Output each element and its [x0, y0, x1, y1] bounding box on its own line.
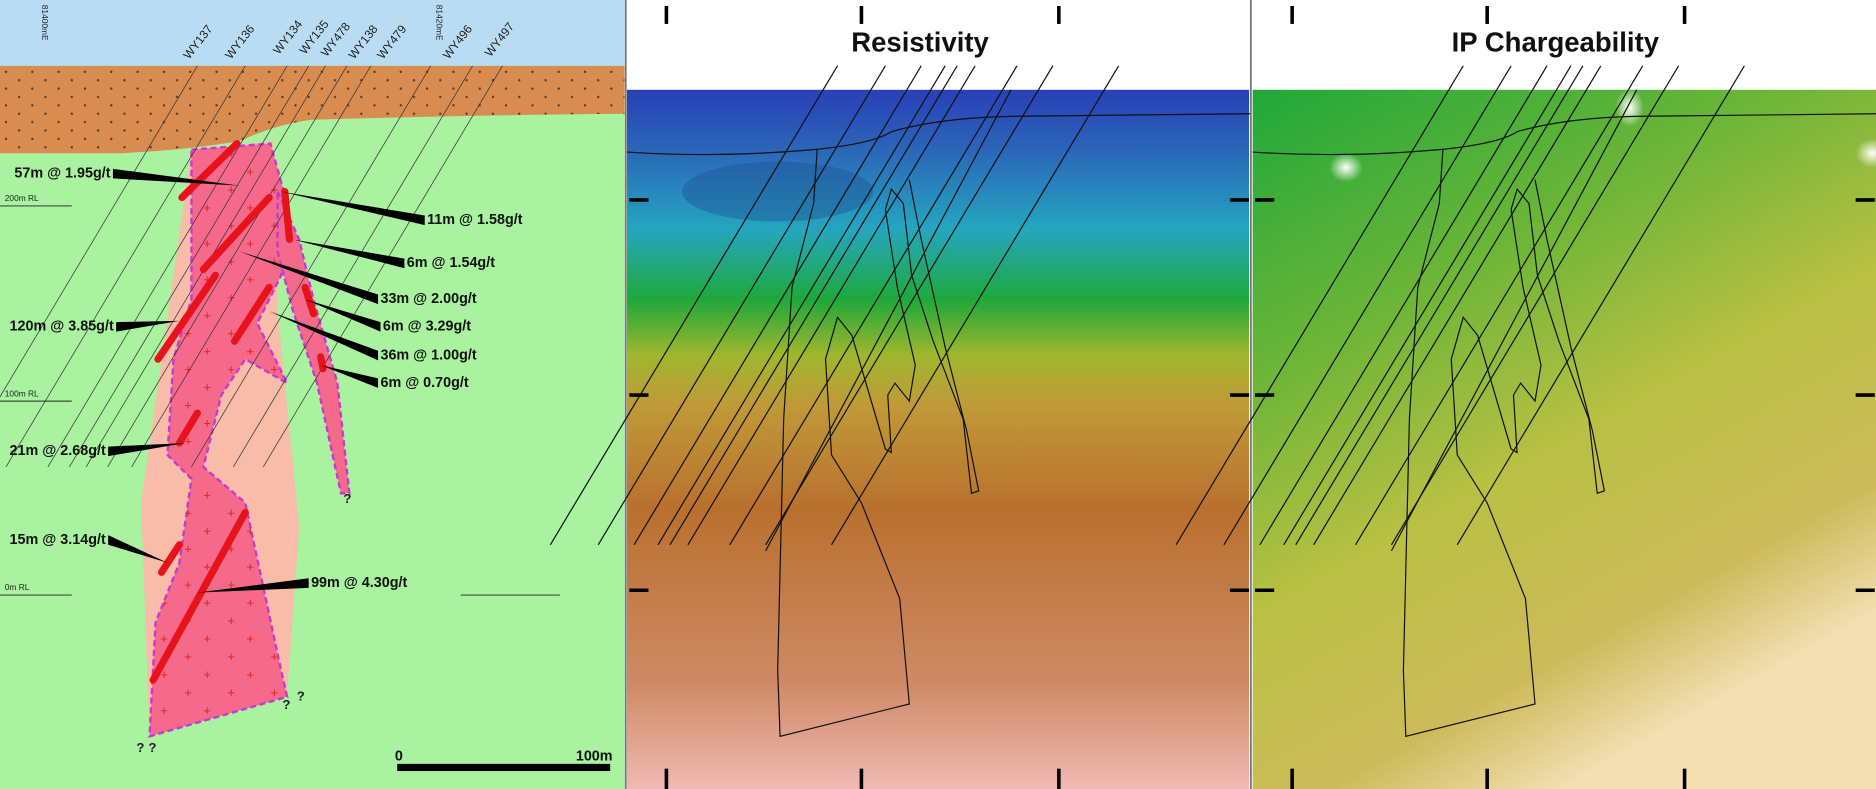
uncertain-mark: ?: [297, 688, 305, 703]
resistivity-panel: Resistivity: [627, 0, 1249, 789]
intercept-label: 6m @ 1.54g/t: [407, 255, 495, 271]
geology-section: [0, 0, 625, 789]
intercept-label: 57m @ 1.95g/t: [14, 165, 110, 181]
intercept-label: 11m @ 1.58g/t: [427, 212, 523, 228]
chargeability-model: [1253, 90, 1876, 789]
scale-label: 0: [395, 748, 403, 764]
panel-title: IP Chargeability: [1452, 27, 1660, 58]
rl-label: 200m RL: [5, 193, 39, 203]
intercept-label: 6m @ 0.70g/t: [380, 375, 468, 391]
uncertain-mark: ?: [343, 491, 351, 506]
intercept-label: 33m @ 2.00g/t: [380, 291, 476, 307]
intercept-label: 15m @ 3.14g/t: [10, 532, 106, 548]
intercept-label: 99m @ 4.30g/t: [311, 575, 407, 591]
intercept-bar: [285, 192, 290, 240]
panel-title: Resistivity: [851, 27, 989, 58]
scale-label: 100m: [576, 748, 613, 764]
intercept-label: 21m @ 2.68g/t: [10, 443, 106, 459]
uncertain-mark: ?: [136, 740, 144, 755]
intercept-bar: [321, 357, 323, 369]
uncertain-mark: ?: [282, 697, 290, 712]
figure: ++ Resist: [0, 0, 1876, 789]
easting-label: 81400mE: [40, 5, 50, 41]
intercept-label: 36m @ 1.00g/t: [380, 347, 476, 363]
rl-label: 0m RL: [5, 582, 30, 592]
intercept-label: 6m @ 3.29g/t: [383, 319, 471, 335]
scale-bar: [397, 764, 610, 771]
chargeability-panel: IP Chargeability: [1253, 0, 1876, 789]
easting-label: 81420mE: [435, 5, 445, 41]
uncertain-mark: ?: [148, 740, 156, 755]
intercept-label: 120m @ 3.85g/t: [10, 319, 114, 335]
rl-label: 100m RL: [5, 388, 39, 398]
